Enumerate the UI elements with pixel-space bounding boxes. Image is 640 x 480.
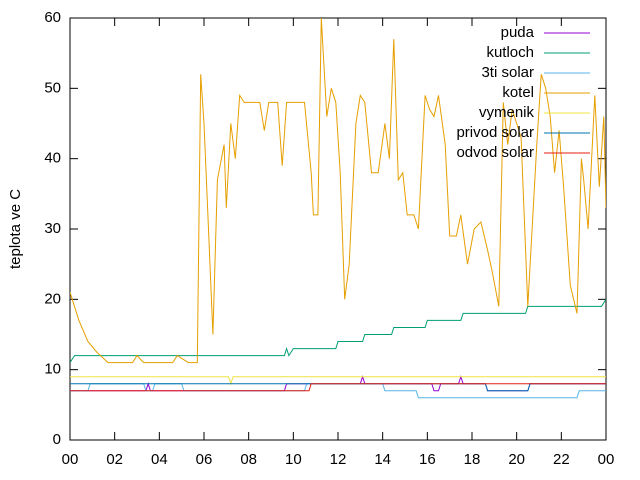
x-tick-label: 20 <box>508 451 525 468</box>
x-tick-label: 12 <box>330 451 347 468</box>
x-tick-label: 00 <box>62 451 79 468</box>
y-tick-label: 60 <box>44 9 61 26</box>
x-tick-label: 02 <box>106 451 123 468</box>
y-axis-label: teplota ve C <box>7 189 24 269</box>
x-tick-label: 06 <box>196 451 213 468</box>
x-tick-label: 16 <box>419 451 436 468</box>
x-tick-label: 10 <box>285 451 302 468</box>
y-tick-label: 0 <box>53 431 61 448</box>
legend-label: kutloch <box>486 44 534 61</box>
x-tick-label: 22 <box>553 451 570 468</box>
legend-label: privod solar <box>456 124 534 141</box>
x-tick-label: 08 <box>240 451 257 468</box>
plot-border <box>69 17 607 441</box>
legend-label: puda <box>501 24 535 41</box>
legend-label: odvod solar <box>456 144 534 161</box>
x-tick-label: 00 <box>598 451 615 468</box>
series-line <box>70 18 606 364</box>
series-line <box>70 383 606 392</box>
y-tick-label: 30 <box>44 220 61 237</box>
legend-label: kotel <box>502 84 534 101</box>
x-tick-label: 04 <box>151 451 168 468</box>
y-tick-label: 40 <box>44 150 61 167</box>
legend-label: vymenik <box>479 104 535 121</box>
y-tick-label: 20 <box>44 290 61 307</box>
legend-label: 3ti solar <box>481 64 534 81</box>
y-tick-label: 50 <box>44 79 61 96</box>
x-tick-label: 18 <box>464 451 481 468</box>
series-line <box>70 299 606 363</box>
y-tick-label: 10 <box>44 361 61 378</box>
x-tick-label: 14 <box>374 451 391 468</box>
